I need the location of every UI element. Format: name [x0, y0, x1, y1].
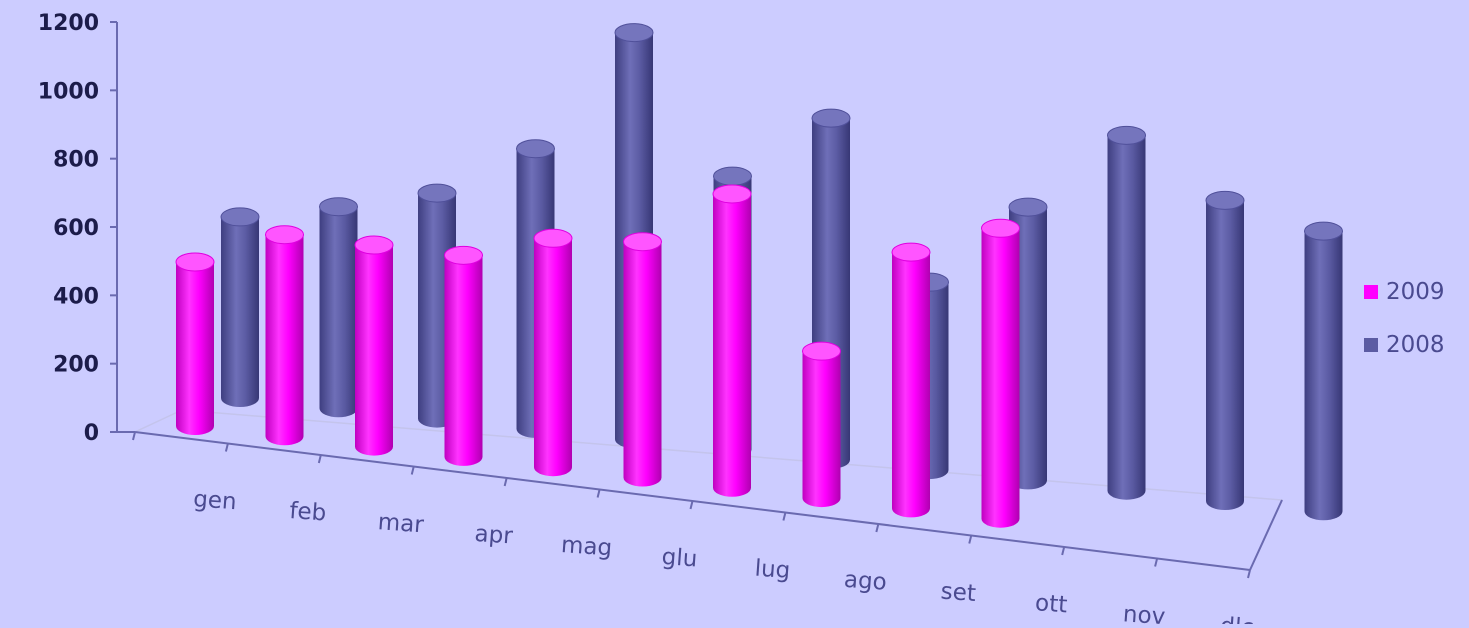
- x-tick-mark: [224, 443, 229, 452]
- x-tick-label: nov: [1122, 601, 1166, 624]
- x-tick-mark: [782, 512, 787, 521]
- bar-2009-glu: [623, 232, 662, 487]
- x-tick-mark: [1247, 569, 1251, 579]
- bar-body: [802, 351, 841, 508]
- bar-body: [176, 262, 214, 435]
- y-tick-label: 800: [53, 148, 99, 173]
- x-tick-label: dlc: [1219, 613, 1254, 624]
- x-tick-label: ago: [843, 567, 887, 596]
- bar-2009-ott: [981, 218, 1020, 528]
- bar-top: [175, 252, 215, 272]
- y-tick-label: 600: [53, 216, 99, 241]
- bar-top: [354, 235, 394, 255]
- x-tick-label: mar: [377, 509, 425, 538]
- x-tick-mark: [875, 523, 880, 533]
- chart-bars: [175, 23, 1343, 528]
- legend-label: 2008: [1386, 332, 1445, 358]
- y-tick-label: 400: [53, 284, 99, 309]
- bar-body: [319, 206, 358, 418]
- bar-top: [516, 139, 555, 159]
- legend: 2009 2008: [1364, 279, 1445, 358]
- x-tick-label: apr: [474, 521, 514, 550]
- bar-body: [981, 228, 1020, 528]
- bar-top: [319, 197, 358, 217]
- depth-axis-line: [1249, 499, 1283, 571]
- bar-2008-gen: [220, 207, 260, 407]
- y-tick-label: 0: [84, 421, 99, 446]
- bar-2009-set: [891, 242, 931, 518]
- bar-2009-feb: [265, 225, 304, 446]
- bar-top: [1304, 221, 1343, 241]
- y-tick-label: 200: [53, 353, 99, 378]
- bar-top: [981, 218, 1020, 238]
- bar-top: [712, 184, 752, 204]
- x-tick-label: gen: [192, 486, 237, 515]
- bar-2009-lug: [712, 184, 752, 497]
- bar-top: [220, 207, 260, 227]
- x-tick-label: ott: [1034, 590, 1068, 618]
- bar-top: [1008, 197, 1048, 217]
- bar-body: [221, 216, 259, 407]
- bar-top: [1107, 125, 1146, 145]
- y-tick-label: 1000: [38, 79, 99, 104]
- bar-2009-mag: [533, 228, 573, 477]
- bar-top: [623, 232, 662, 252]
- bar-top: [533, 228, 573, 248]
- x-tick-mark: [1061, 546, 1066, 556]
- bar-body: [534, 238, 572, 477]
- x-tick-label: mag: [560, 532, 613, 562]
- bar-body: [1107, 135, 1146, 500]
- bar-2009-gen: [175, 252, 215, 435]
- bar-top: [1205, 190, 1245, 210]
- legend-swatch: [1364, 285, 1378, 299]
- bar-body: [265, 234, 304, 446]
- bar-body: [1206, 200, 1244, 511]
- bar-body: [892, 252, 930, 518]
- bar-2009-mar: [354, 235, 394, 456]
- x-tick-mark: [968, 535, 973, 544]
- x-tick-label: set: [940, 579, 977, 607]
- bar-2008-feb: [319, 197, 358, 418]
- bar-top: [802, 341, 841, 361]
- x-tick-label: lug: [754, 556, 791, 584]
- x-tick-mark: [1154, 558, 1159, 567]
- bar-2009-ago: [802, 341, 841, 508]
- x-axis-labels: gen feb mar apr mag glu lug ago set ott nov dlc: [192, 486, 1254, 628]
- x-tick-label: feb: [289, 498, 328, 527]
- bar-body: [713, 193, 751, 497]
- x-tick-mark: [317, 454, 322, 464]
- bar-top: [614, 23, 654, 43]
- bar-2008-dlc: [1304, 221, 1343, 521]
- x-tick-label: glu: [661, 544, 698, 572]
- bar-top: [811, 108, 851, 128]
- bar-body: [623, 241, 662, 487]
- bar-2008-ott: [1107, 125, 1146, 500]
- x-tick-mark: [410, 466, 415, 475]
- x-tick-mark: [503, 477, 508, 487]
- y-tick-label: 1200: [38, 11, 99, 36]
- bar-body: [1304, 231, 1343, 521]
- bar-top: [265, 225, 304, 245]
- chart-axes: 0 200 400 600 800 1000 1200: [38, 11, 1283, 579]
- legend-swatch: [1364, 338, 1378, 352]
- x-tick-mark: [596, 489, 601, 498]
- legend-label: 2009: [1386, 279, 1445, 305]
- x-tick-mark: [132, 431, 136, 441]
- bar-2009-apr: [444, 245, 483, 466]
- x-tick-mark: [689, 500, 694, 510]
- bar-top: [417, 183, 457, 203]
- bar-2008-nov: [1205, 190, 1245, 511]
- bar-top: [713, 166, 752, 186]
- bar-top: [444, 245, 483, 265]
- bar-body: [444, 255, 483, 466]
- bar-top: [891, 242, 931, 262]
- bar-body: [355, 245, 393, 456]
